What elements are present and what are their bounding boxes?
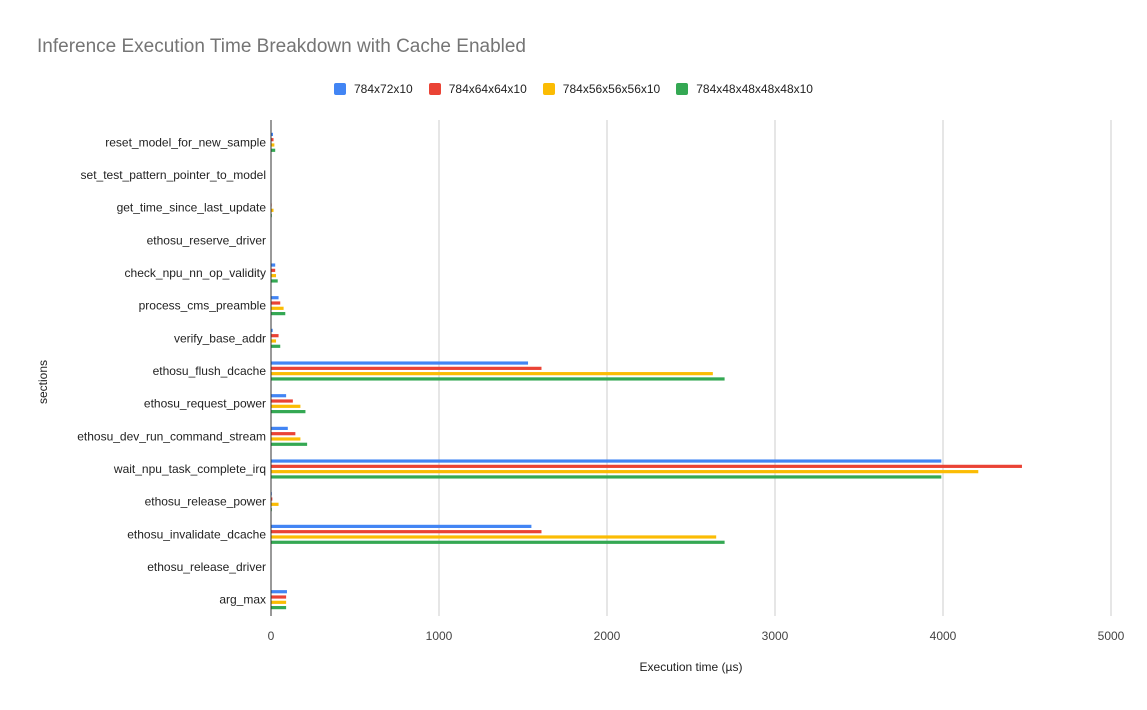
- x-tick-labels: 0 1000 2000 3000 4000 5000: [268, 629, 1125, 643]
- bar[interactable]: [271, 138, 274, 142]
- bar[interactable]: [271, 339, 277, 343]
- y-tick-label: process_cms_preamble: [139, 299, 267, 313]
- bar[interactable]: [271, 132, 274, 136]
- bar[interactable]: [271, 410, 306, 414]
- bar[interactable]: [271, 208, 274, 212]
- bar[interactable]: [271, 366, 542, 370]
- bar[interactable]: [271, 274, 277, 278]
- legend-label: 784x48x48x48x48x10: [696, 82, 813, 96]
- bar[interactable]: [271, 600, 287, 604]
- bar[interactable]: [271, 296, 279, 300]
- y-tick-label: reset_model_for_new_sample: [105, 135, 266, 149]
- bar[interactable]: [271, 432, 296, 436]
- legend-label: 784x64x64x10: [448, 82, 527, 96]
- y-tick-label: check_npu_nn_op_validity: [125, 266, 266, 280]
- bar[interactable]: [271, 442, 308, 446]
- bar[interactable]: [271, 530, 542, 534]
- x-tick-label: 5000: [1098, 629, 1125, 643]
- legend-swatch: [334, 83, 346, 95]
- x-tick-label: 0: [268, 629, 275, 643]
- bar[interactable]: [271, 540, 725, 544]
- y-tick-label: get_time_since_last_update: [117, 201, 267, 215]
- bar[interactable]: [271, 497, 273, 501]
- x-axis-title: Execution time (µs): [640, 660, 743, 674]
- legend-item[interactable]: 784x48x48x48x48x10: [676, 82, 813, 96]
- y-tick-label: ethosu_release_power: [145, 495, 266, 509]
- bar[interactable]: [271, 372, 713, 376]
- bar[interactable]: [271, 394, 287, 398]
- bar[interactable]: [271, 148, 276, 152]
- y-tick-label: wait_npu_task_complete_irq: [113, 462, 266, 476]
- bar[interactable]: [271, 459, 942, 463]
- bar[interactable]: [271, 606, 287, 610]
- bar[interactable]: [271, 268, 276, 272]
- bar[interactable]: [271, 312, 286, 316]
- bar[interactable]: [271, 263, 276, 267]
- bar[interactable]: [271, 535, 717, 539]
- bar[interactable]: [271, 404, 301, 408]
- bar[interactable]: [271, 524, 532, 528]
- bar[interactable]: [271, 502, 279, 506]
- y-tick-label: ethosu_release_driver: [147, 560, 266, 574]
- y-tick-label: verify_base_addr: [174, 331, 266, 345]
- bar[interactable]: [271, 328, 273, 332]
- x-tick-label: 2000: [594, 629, 621, 643]
- bar[interactable]: [271, 437, 301, 441]
- legend-item[interactable]: 784x64x64x10: [428, 82, 527, 96]
- bar[interactable]: [271, 301, 281, 305]
- y-tick-label: set_test_pattern_pointer_to_model: [81, 168, 266, 182]
- legend-swatch: [542, 83, 555, 95]
- bar[interactable]: [271, 426, 288, 430]
- y-axis-title: sections: [36, 360, 50, 404]
- x-tick-label: 4000: [930, 629, 957, 643]
- x-tick-label: 3000: [762, 629, 789, 643]
- bar[interactable]: [271, 377, 725, 381]
- y-tick-label: ethosu_request_power: [144, 397, 266, 411]
- bar[interactable]: [271, 344, 281, 348]
- y-tick-label: ethosu_invalidate_dcache: [127, 527, 266, 541]
- y-tick-label: ethosu_flush_dcache: [153, 364, 267, 378]
- legend-swatch: [428, 83, 441, 95]
- bar[interactable]: [271, 595, 287, 599]
- bar[interactable]: [271, 464, 1022, 468]
- bars: [271, 132, 1022, 610]
- y-tick-label: ethosu_dev_run_command_stream: [77, 429, 266, 443]
- bar[interactable]: [271, 475, 942, 479]
- legend-label: 784x56x56x56x10: [562, 82, 661, 96]
- chart-title: Inference Execution Time Breakdown with …: [37, 36, 526, 57]
- legend-label: 784x72x10: [354, 82, 413, 96]
- bar[interactable]: [271, 470, 979, 474]
- bar[interactable]: [271, 279, 278, 283]
- x-tick-label: 1000: [426, 629, 453, 643]
- bar[interactable]: [271, 361, 529, 365]
- legend-item[interactable]: 784x72x10: [334, 82, 413, 96]
- bar[interactable]: [271, 590, 287, 594]
- bar[interactable]: [271, 143, 275, 147]
- bar[interactable]: [271, 399, 293, 403]
- y-tick-labels: reset_model_for_new_sample set_test_patte…: [77, 135, 266, 606]
- y-tick-label: arg_max: [219, 593, 266, 607]
- bar[interactable]: [271, 306, 284, 310]
- legend-item[interactable]: 784x56x56x56x10: [542, 82, 661, 96]
- legend-swatch: [676, 83, 689, 95]
- bar[interactable]: [271, 334, 279, 338]
- legend: 784x72x10 784x64x64x10 784x56x56x56x10 7…: [0, 82, 1147, 96]
- y-tick-label: ethosu_reserve_driver: [147, 233, 266, 247]
